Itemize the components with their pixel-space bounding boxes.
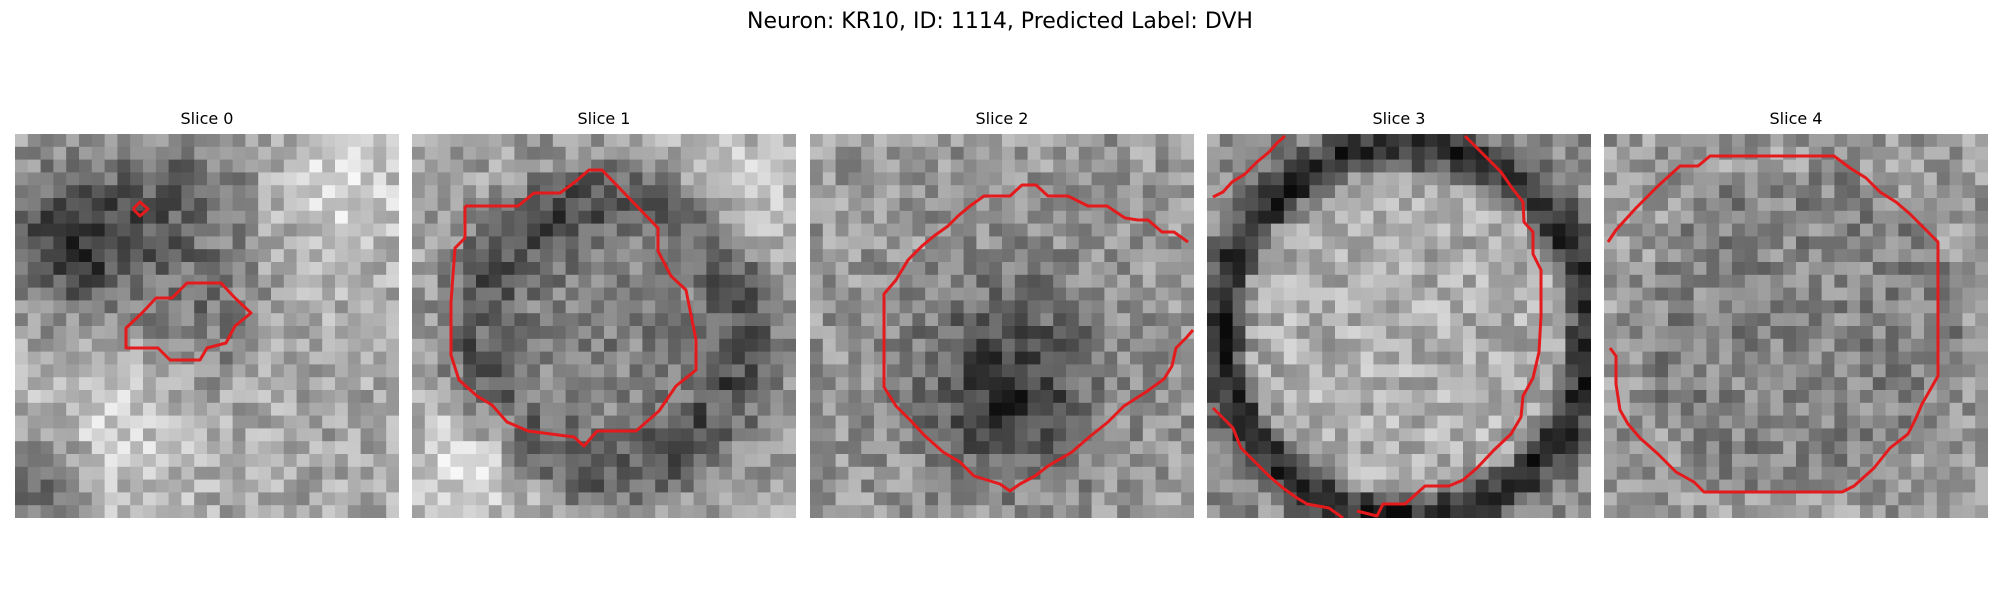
slice-image [412, 134, 796, 518]
panel-title: Slice 1 [577, 109, 631, 128]
roi-contour [1211, 406, 1344, 518]
panel-title: Slice 2 [975, 109, 1029, 128]
slice-image [1604, 134, 1988, 518]
slice-image [810, 134, 1194, 518]
panel-title: Slice 4 [1769, 109, 1823, 128]
roi-contour [1606, 154, 1940, 494]
panel-title: Slice 3 [1372, 109, 1426, 128]
panel-slice-4: Slice 4 [1604, 108, 1988, 538]
slice-image [1207, 134, 1591, 518]
roi-contour [1212, 134, 1286, 199]
panel-title: Slice 0 [180, 109, 234, 128]
panel-slice-3: Slice 3 [1207, 108, 1591, 538]
roi-contour [449, 168, 698, 448]
figure-title: Neuron: KR10, ID: 1114, Predicted Label:… [747, 9, 1253, 34]
roi-contour [131, 200, 150, 218]
roi-contour [124, 281, 253, 362]
panel-slice-2: Slice 2 [810, 108, 1194, 538]
roi-contour [882, 183, 1194, 493]
roi-contour [1356, 134, 1543, 518]
slice-image [15, 134, 399, 518]
panel-slice-0: Slice 0 [15, 108, 399, 538]
panel-slice-1: Slice 1 [412, 108, 796, 538]
